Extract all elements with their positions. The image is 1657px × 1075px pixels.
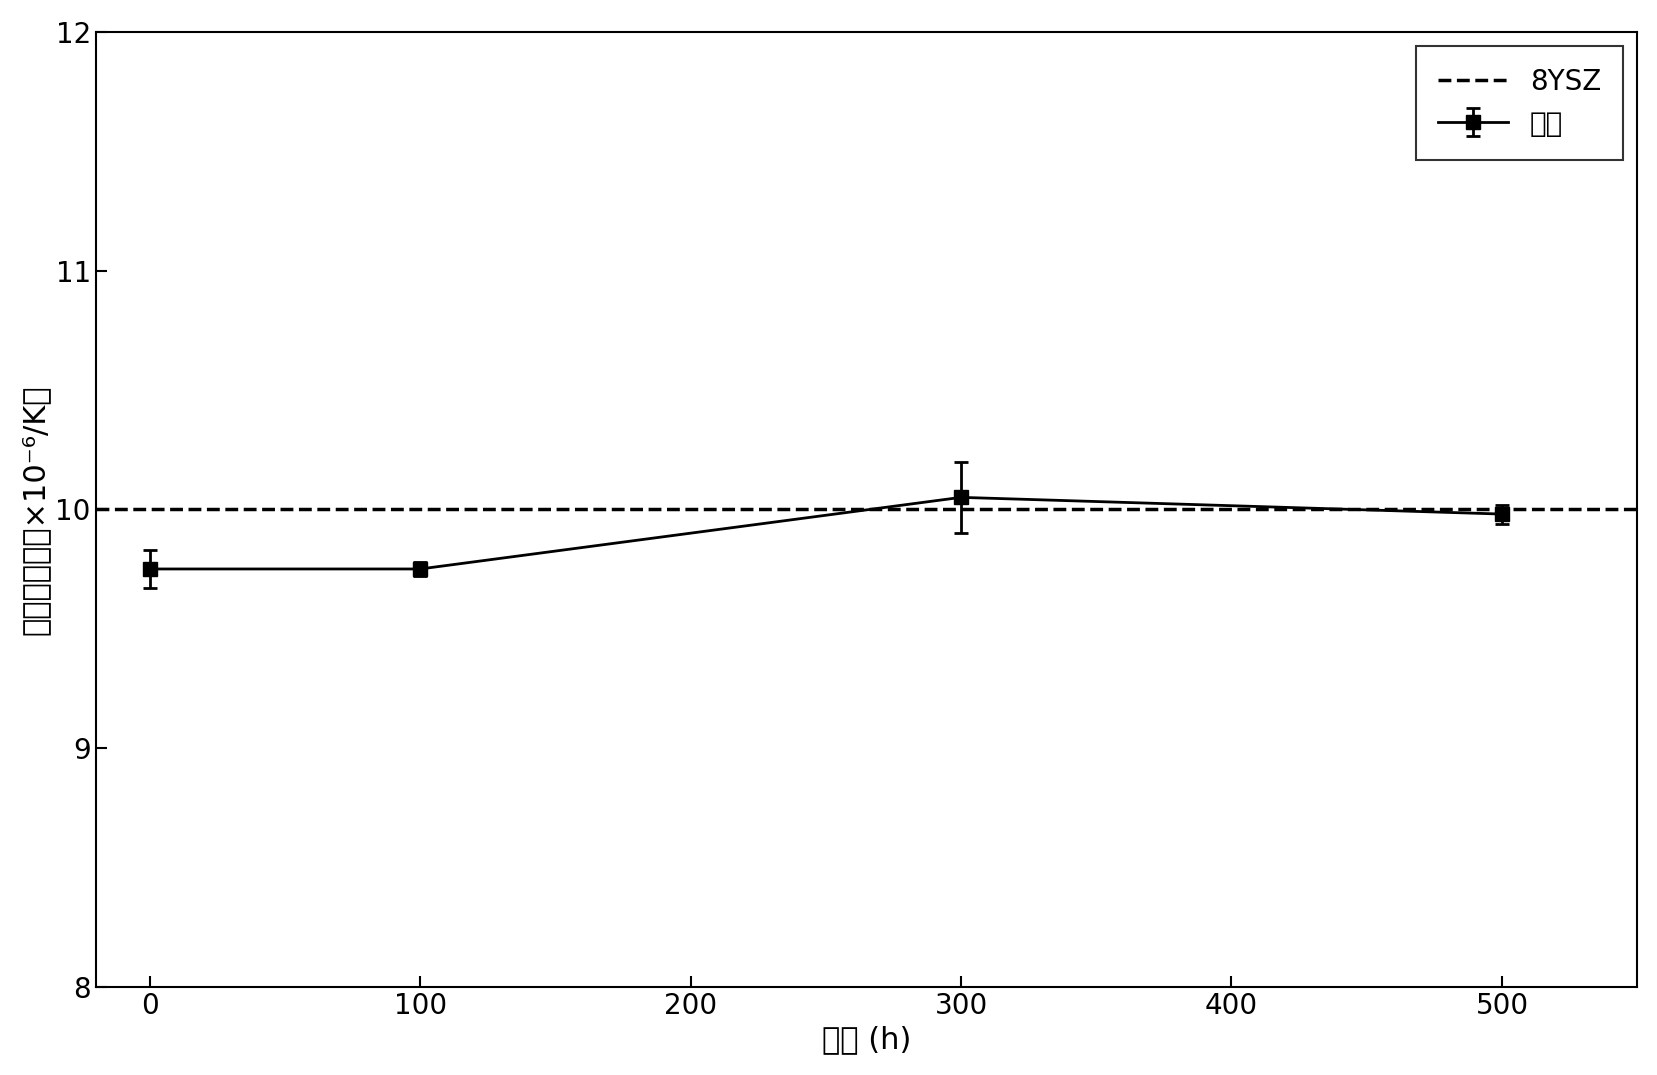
8YSZ: [143, 503, 162, 516]
Y-axis label: 热膨胀系数（×10⁻⁶/K）: 热膨胀系数（×10⁻⁶/K）: [22, 384, 50, 634]
X-axis label: 时间 (h): 时间 (h): [822, 1026, 911, 1055]
8YSZ: [139, 503, 159, 516]
Legend: 8YSZ, 玻璃: 8YSZ, 玻璃: [1415, 46, 1622, 160]
